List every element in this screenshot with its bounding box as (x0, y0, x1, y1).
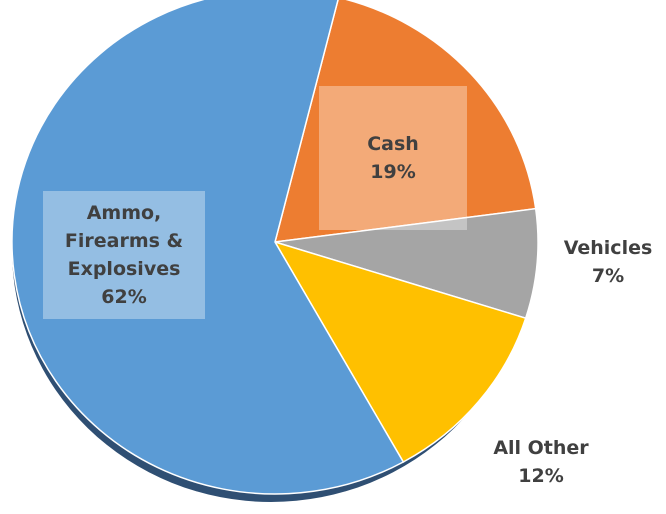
category-name: Vehicles (563, 237, 653, 259)
value-label: 62% (101, 286, 147, 308)
value-label: 7% (591, 265, 625, 287)
pie-slice (273, 240, 527, 463)
pie-slice (11, 0, 405, 495)
category-name: Ammo, Firearms & Explosives (64, 202, 184, 280)
slice-label: Cash 19% (319, 86, 467, 230)
slice-label: Vehicles 7% (548, 234, 666, 290)
category-name: Cash (367, 133, 419, 155)
slice-label: Ammo, Firearms & Explosives 62% (43, 191, 205, 319)
value-label: 19% (370, 161, 416, 183)
value-label: 12% (518, 465, 564, 487)
pie-slice (274, 207, 539, 320)
slice-label: All Other 12% (481, 434, 601, 490)
pie-slice (273, 0, 537, 243)
category-name: All Other (493, 437, 589, 459)
